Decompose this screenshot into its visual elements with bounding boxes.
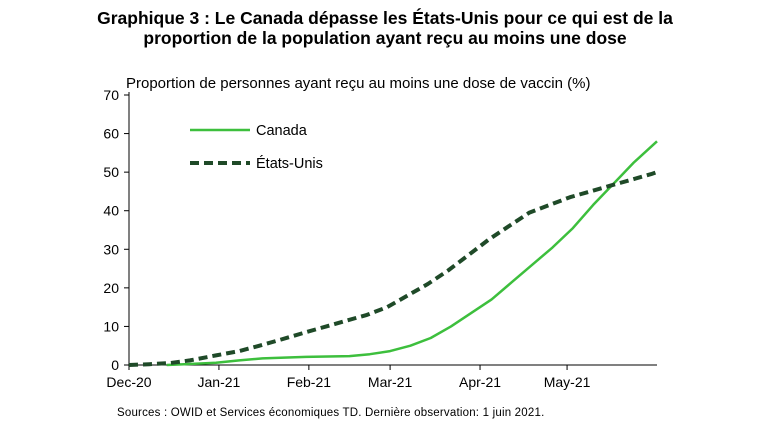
series-line-canada xyxy=(166,140,658,367)
legend-label: Canada xyxy=(256,123,308,139)
x-tick-label: Dec-20 xyxy=(106,374,151,390)
y-axis-label: Proportion de personnes ayant reçu au mo… xyxy=(126,75,591,92)
y-tick-label: 0 xyxy=(111,357,119,373)
y-tick-label: 30 xyxy=(103,241,119,257)
source-note: Sources : OWID et Services économiques T… xyxy=(117,407,545,419)
chart-title: Graphique 3 : Le Canada dépasse les État… xyxy=(97,8,673,48)
x-tick-label: Mar-21 xyxy=(368,374,413,390)
legend-label: États-Unis xyxy=(256,155,323,172)
x-tick-label: Jan-21 xyxy=(198,374,241,390)
x-tick-label: Feb-21 xyxy=(287,374,332,390)
x-tick-label: Apr-21 xyxy=(459,374,501,390)
y-tick-label: 20 xyxy=(103,280,119,296)
y-tick-label: 10 xyxy=(103,318,119,334)
series-line-etats-unis xyxy=(128,170,658,367)
y-tick-label: 40 xyxy=(103,203,119,219)
y-tick-label: 50 xyxy=(103,164,119,180)
x-tick-label: May-21 xyxy=(544,374,591,390)
y-tick-label: 60 xyxy=(103,126,119,142)
y-tick-label: 70 xyxy=(103,87,119,103)
